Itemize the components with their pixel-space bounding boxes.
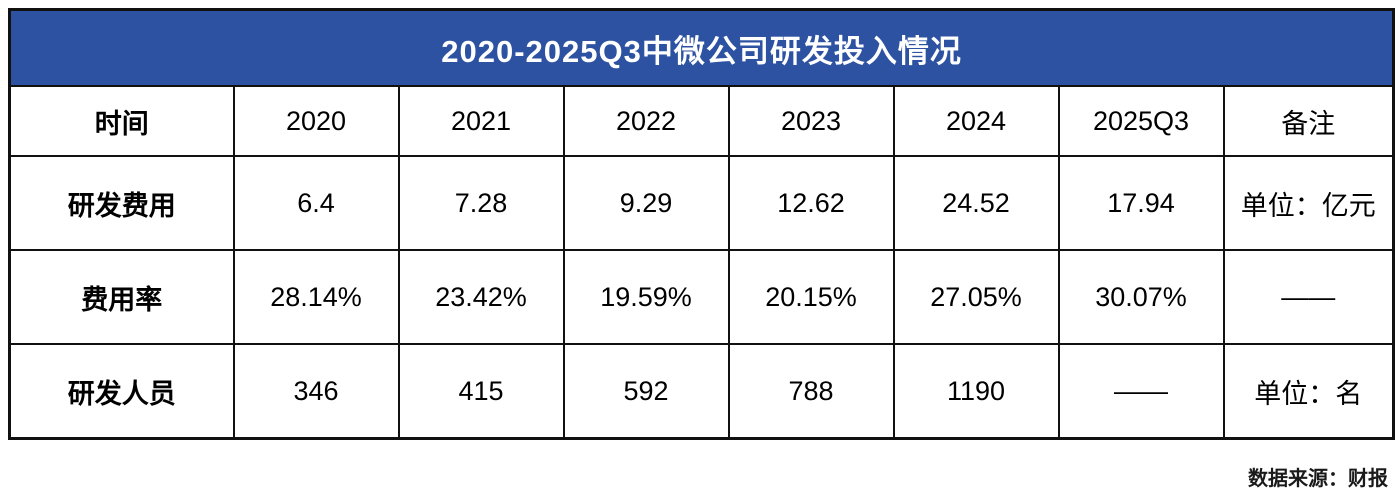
header-cell-2023: 2023 (727, 85, 895, 157)
value-cell: 9.29 (562, 155, 730, 251)
value-cell: —— (1057, 343, 1225, 440)
value-cell: 24.52 (892, 155, 1060, 251)
value-cell: 23.42% (397, 249, 565, 345)
row-label: 费用率 (8, 249, 235, 345)
value-cell: 1190 (892, 343, 1060, 440)
value-cell: 19.59% (562, 249, 730, 345)
table-row-rd-expense: 研发费用 6.4 7.28 9.29 12.62 24.52 17.94 单位：… (8, 155, 1395, 251)
table-row-rd-staff: 研发人员 346 415 592 788 1190 —— 单位：名 (8, 343, 1395, 440)
table-title: 2020-2025Q3中微公司研发投入情况 (8, 8, 1395, 87)
row-label: 研发费用 (8, 155, 235, 251)
rd-investment-table: 2020-2025Q3中微公司研发投入情况 时间 2020 2021 2022 … (8, 8, 1396, 440)
value-cell: 27.05% (892, 249, 1060, 345)
header-cell-time: 时间 (8, 85, 235, 157)
header-cell-2022: 2022 (562, 85, 730, 157)
value-cell: 17.94 (1057, 155, 1225, 251)
value-cell: 6.4 (232, 155, 400, 251)
value-cell: 346 (232, 343, 400, 440)
table-row-expense-ratio: 费用率 28.14% 23.42% 19.59% 20.15% 27.05% 3… (8, 249, 1395, 345)
value-cell: 415 (397, 343, 565, 440)
table-title-row: 2020-2025Q3中微公司研发投入情况 (8, 8, 1395, 87)
value-cell: 12.62 (727, 155, 895, 251)
note-cell: 单位：名 (1222, 343, 1395, 440)
header-cell-2021: 2021 (397, 85, 565, 157)
header-cell-2024: 2024 (892, 85, 1060, 157)
value-cell: 7.28 (397, 155, 565, 251)
value-cell: 788 (727, 343, 895, 440)
note-cell: —— (1222, 249, 1395, 345)
header-cell-2025q3: 2025Q3 (1057, 85, 1225, 157)
data-source-caption: 数据来源：财报 (1248, 468, 1388, 490)
value-cell: 28.14% (232, 249, 400, 345)
header-cell-2020: 2020 (232, 85, 400, 157)
table-header-row: 时间 2020 2021 2022 2023 2024 2025Q3 备注 (8, 85, 1395, 157)
value-cell: 30.07% (1057, 249, 1225, 345)
value-cell: 592 (562, 343, 730, 440)
note-cell: 单位：亿元 (1222, 155, 1395, 251)
value-cell: 20.15% (727, 249, 895, 345)
header-cell-remark: 备注 (1222, 85, 1395, 157)
row-label: 研发人员 (8, 343, 235, 440)
